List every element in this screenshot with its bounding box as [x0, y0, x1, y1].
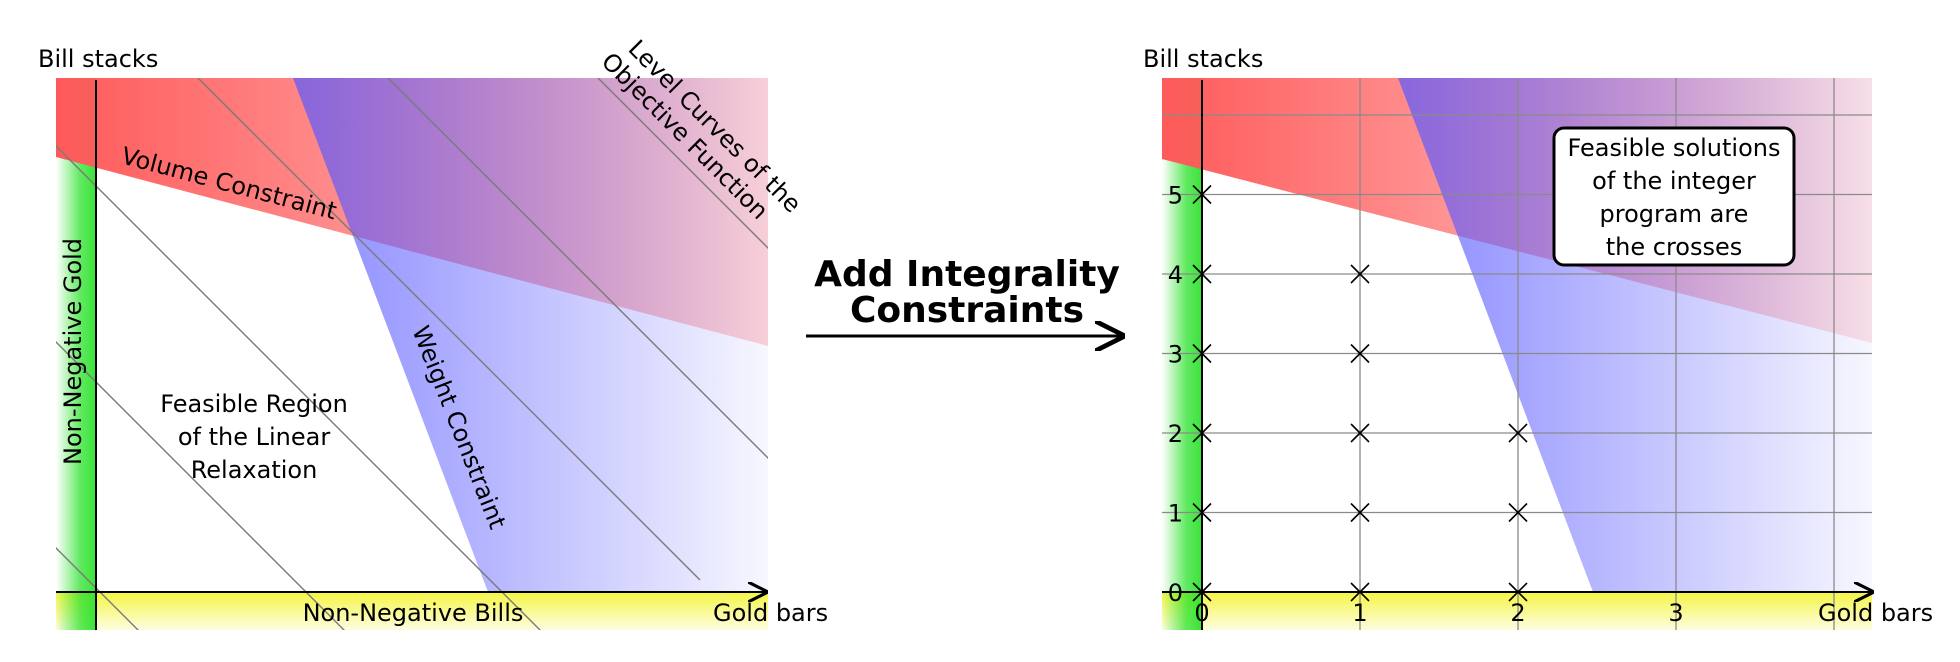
arrow-label-line-2: Constraints	[850, 290, 1084, 331]
x-tick-label: 1	[1352, 599, 1367, 627]
arrow-label-line-1: Add Integrality	[814, 254, 1120, 295]
x-tick-labels: 0 1 2 3	[1194, 599, 1683, 627]
svg-text:of the integer: of the integer	[1592, 167, 1756, 195]
x-tick-label: 2	[1510, 599, 1525, 627]
y-tick-label: 0	[1168, 579, 1183, 607]
y-tick-label: 2	[1168, 420, 1183, 448]
integer-solution-cross	[1508, 582, 1528, 602]
weight-constraint-region	[293, 78, 768, 592]
svg-text:Relaxation: Relaxation	[191, 456, 318, 484]
left-y-axis-label: Bill stacks	[38, 45, 158, 73]
y-tick-label: 4	[1168, 261, 1183, 289]
integer-solution-cross	[1350, 264, 1370, 284]
integer-solution-cross	[1192, 582, 1212, 602]
integer-solution-crosses	[1192, 184, 1528, 602]
svg-text:program are: program are	[1600, 200, 1749, 228]
note-box	[1552, 126, 1796, 267]
y-tick-label: 3	[1168, 341, 1183, 369]
y-tick-labels: 0 1 2 3 4 5	[1168, 182, 1183, 608]
integer-solution-cross	[1192, 502, 1212, 523]
non-negative-gold-band	[56, 78, 96, 630]
integer-solution-cross	[1350, 582, 1370, 602]
integer-solution-cross	[1350, 343, 1370, 364]
svg-text:of the Linear: of the Linear	[178, 423, 331, 451]
left-panel: Bill stacks Gold bars Volume Constraint …	[38, 34, 828, 630]
right-x-axis-label: Gold bars	[1818, 599, 1933, 627]
feasible-region-label: Feasible Region of the Linear Relaxation	[160, 390, 348, 484]
y-tick-label: 1	[1168, 500, 1183, 528]
y-tick-label: 5	[1168, 182, 1183, 210]
integer-solution-cross	[1508, 423, 1528, 443]
non-negative-gold-label: Non-Negative Gold	[59, 238, 87, 465]
integer-solution-cross	[1508, 502, 1528, 523]
integer-solution-cross	[1350, 423, 1370, 443]
right-non-negative-bills-band	[1162, 592, 1872, 630]
integer-solution-cross	[1192, 343, 1212, 364]
svg-text:Feasible Region: Feasible Region	[160, 390, 348, 418]
level-curves	[56, 78, 768, 630]
integer-solution-cross	[1192, 423, 1212, 443]
integer-solution-cross	[1192, 264, 1212, 284]
x-tick-label: 0	[1194, 599, 1209, 627]
integer-solution-cross	[1350, 502, 1370, 523]
non-negative-bills-label: Non-Negative Bills	[303, 599, 524, 627]
svg-text:Feasible solutions: Feasible solutions	[1568, 134, 1781, 162]
feasible-solutions-note: Feasible solutions of the integer progra…	[1552, 126, 1796, 267]
non-negative-bills-band	[56, 592, 768, 630]
left-x-axis-label: Gold bars	[713, 599, 828, 627]
right-y-axis-label: Bill stacks	[1143, 45, 1263, 73]
svg-text:the crosses: the crosses	[1606, 233, 1743, 261]
x-tick-label: 3	[1668, 599, 1683, 627]
integrality-arrow: Add Integrality Constraints	[806, 254, 1122, 336]
right-panel: 0 1 2 3 0 1 2 3 4 5 Bill stacks Gold bars Feasib…	[1143, 45, 1933, 630]
integer-solution-cross	[1192, 184, 1212, 205]
